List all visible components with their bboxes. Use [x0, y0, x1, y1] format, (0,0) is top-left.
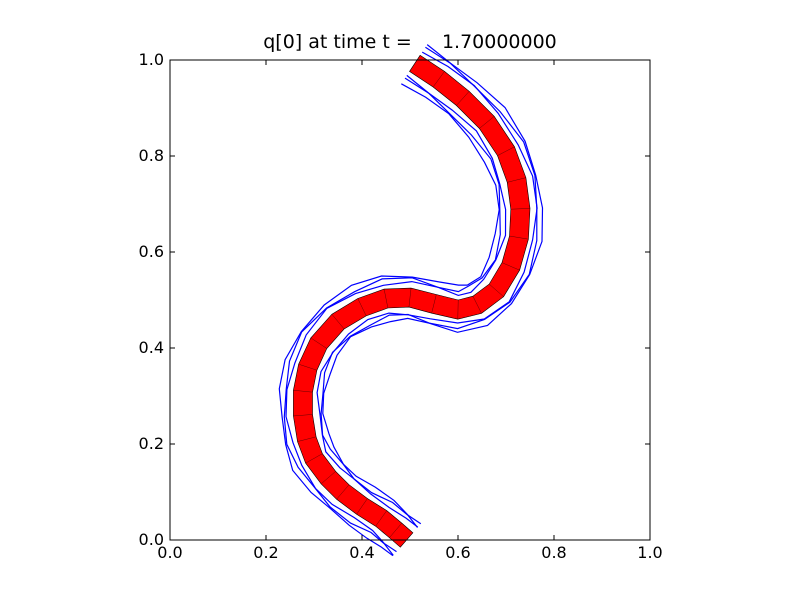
band-cell-line [305, 453, 323, 464]
band-cell-line [507, 177, 526, 183]
x-tick-label: 0.6 [445, 543, 470, 562]
band-cell-line [431, 294, 437, 314]
band-cell-line [298, 363, 317, 371]
contour-line [285, 74, 507, 553]
band-cell-line [497, 146, 515, 156]
band-cell-line [293, 414, 313, 417]
axis-ticks: 0.0 0.2 0.4 0.6 0.8 1.0 0.0 0.2 0.4 0.6 0.8 1.0 [139, 50, 663, 562]
band-cell-line [479, 116, 495, 129]
band-cell-line [356, 498, 368, 515]
y-tick-label: 0.6 [139, 242, 164, 261]
plot-area [278, 44, 544, 557]
band-cell-line [389, 522, 403, 538]
y-tick-label: 1.0 [139, 50, 164, 69]
x-tick-label: 0.4 [349, 543, 374, 562]
band-cell-line [408, 288, 412, 308]
contour-line [283, 77, 501, 556]
band-cell-line [456, 91, 470, 106]
x-tick-label: 0.0 [157, 543, 182, 562]
band-cell-line [336, 484, 350, 500]
band-cell-line [320, 471, 336, 485]
band-cell-line [293, 389, 313, 393]
band-cell-line [509, 235, 529, 240]
band-cell-line [472, 296, 482, 314]
y-tick-label: 0.4 [139, 338, 164, 357]
band-cell-line [383, 289, 389, 309]
y-tick-label: 0.0 [139, 530, 164, 549]
band-cell-line [489, 283, 504, 297]
band-cell-line [501, 262, 520, 271]
contour-line [316, 51, 538, 528]
axes-frame [169, 59, 651, 541]
x-tick-label: 0.8 [541, 543, 566, 562]
band-cell-line [510, 208, 531, 210]
contour-line [278, 83, 500, 557]
band-cell-line [331, 314, 345, 330]
contour-line [320, 46, 538, 528]
y-tick-label: 0.2 [139, 434, 164, 453]
band-cell-line [375, 510, 387, 527]
band-cell-line [357, 298, 367, 316]
band-cell-line [432, 71, 445, 88]
chart-title: q[0] at time t = 1.70000000 [263, 31, 557, 53]
band-fill [293, 54, 531, 548]
band-cell-line [310, 337, 327, 349]
band-cell-line [297, 436, 317, 442]
x-tick-label: 0.2 [253, 543, 278, 562]
contour-line [322, 44, 544, 525]
y-tick-label: 0.8 [139, 146, 164, 165]
x-tick-label: 1.0 [637, 543, 662, 562]
